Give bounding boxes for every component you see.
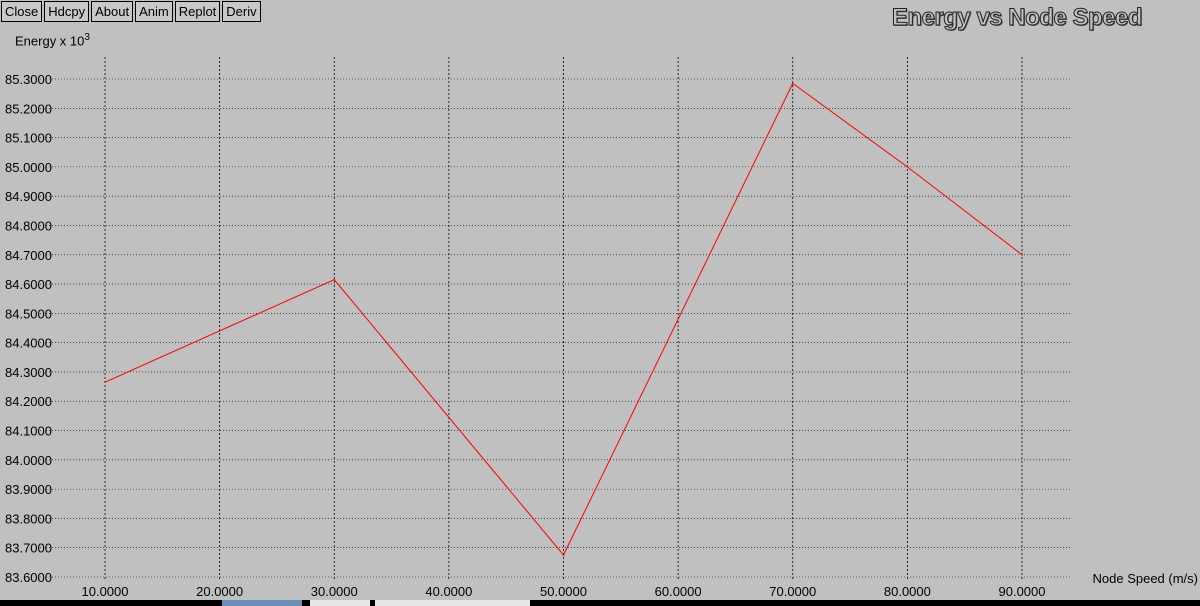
y-tick-label: 85.0000 bbox=[5, 160, 52, 175]
replot-button[interactable]: Replot bbox=[174, 1, 221, 22]
data-point bbox=[104, 381, 106, 383]
x-tick-label: 30.0000 bbox=[311, 584, 358, 599]
data-point bbox=[333, 278, 336, 281]
x-tick-label: 70.0000 bbox=[769, 584, 816, 599]
y-tick-label: 85.1000 bbox=[5, 131, 52, 146]
y-axis-label-text: Energy x 10 bbox=[15, 33, 85, 49]
y-tick-label: 84.9000 bbox=[5, 189, 52, 204]
x-tick-label: 80.0000 bbox=[884, 584, 931, 599]
status-segment bbox=[222, 600, 302, 606]
toolbar: Close Hdcpy About Anim Replot Deriv bbox=[1, 1, 261, 22]
x-axis-label: Node Speed (m/s) bbox=[1092, 571, 1199, 586]
data-point bbox=[791, 82, 794, 85]
close-button[interactable]: Close bbox=[1, 1, 43, 22]
y-tick-label: 84.2000 bbox=[5, 394, 52, 409]
y-tick-label: 83.8000 bbox=[5, 511, 52, 526]
deriv-button[interactable]: Deriv bbox=[222, 1, 261, 22]
y-tick-label: 83.7000 bbox=[5, 541, 52, 556]
chart-title: Energy vs Node Speed bbox=[891, 4, 1143, 32]
y-axis-label: Energy x 103 bbox=[15, 32, 90, 48]
y-tick-label: 84.7000 bbox=[5, 248, 52, 263]
about-button[interactable]: About bbox=[91, 1, 134, 22]
data-point bbox=[906, 166, 909, 168]
x-tick-label: 10.0000 bbox=[82, 584, 129, 599]
y-tick-label: 85.3000 bbox=[5, 72, 52, 87]
y-axis-label-exponent: 3 bbox=[84, 32, 90, 43]
status-bar bbox=[0, 600, 1200, 606]
x-tick-label: 50.0000 bbox=[540, 584, 587, 599]
data-point bbox=[562, 554, 565, 556]
y-tick-label: 84.6000 bbox=[5, 277, 52, 292]
hdcpy-button[interactable]: Hdcpy bbox=[44, 1, 90, 22]
x-tick-label: 20.0000 bbox=[196, 584, 243, 599]
y-tick-label: 85.2000 bbox=[5, 101, 52, 116]
x-tick-label: 90.0000 bbox=[999, 584, 1046, 599]
x-tick-label: 40.0000 bbox=[425, 584, 472, 599]
x-tick-label: 60.0000 bbox=[655, 584, 702, 599]
y-tick-label: 84.8000 bbox=[5, 218, 52, 233]
status-segment bbox=[375, 600, 530, 606]
y-tick-label: 84.5000 bbox=[5, 306, 52, 321]
y-tick-label: 84.3000 bbox=[5, 365, 52, 380]
anim-button[interactable]: Anim bbox=[135, 1, 173, 22]
y-tick-label: 83.6000 bbox=[5, 570, 52, 585]
series-line bbox=[104, 82, 1023, 556]
y-tick-label: 83.9000 bbox=[5, 482, 52, 497]
y-tick-label: 84.4000 bbox=[5, 336, 52, 351]
status-segment bbox=[310, 600, 370, 606]
y-tick-label: 84.1000 bbox=[5, 424, 52, 439]
y-tick-label: 84.0000 bbox=[5, 453, 52, 468]
data-point bbox=[1021, 253, 1023, 256]
